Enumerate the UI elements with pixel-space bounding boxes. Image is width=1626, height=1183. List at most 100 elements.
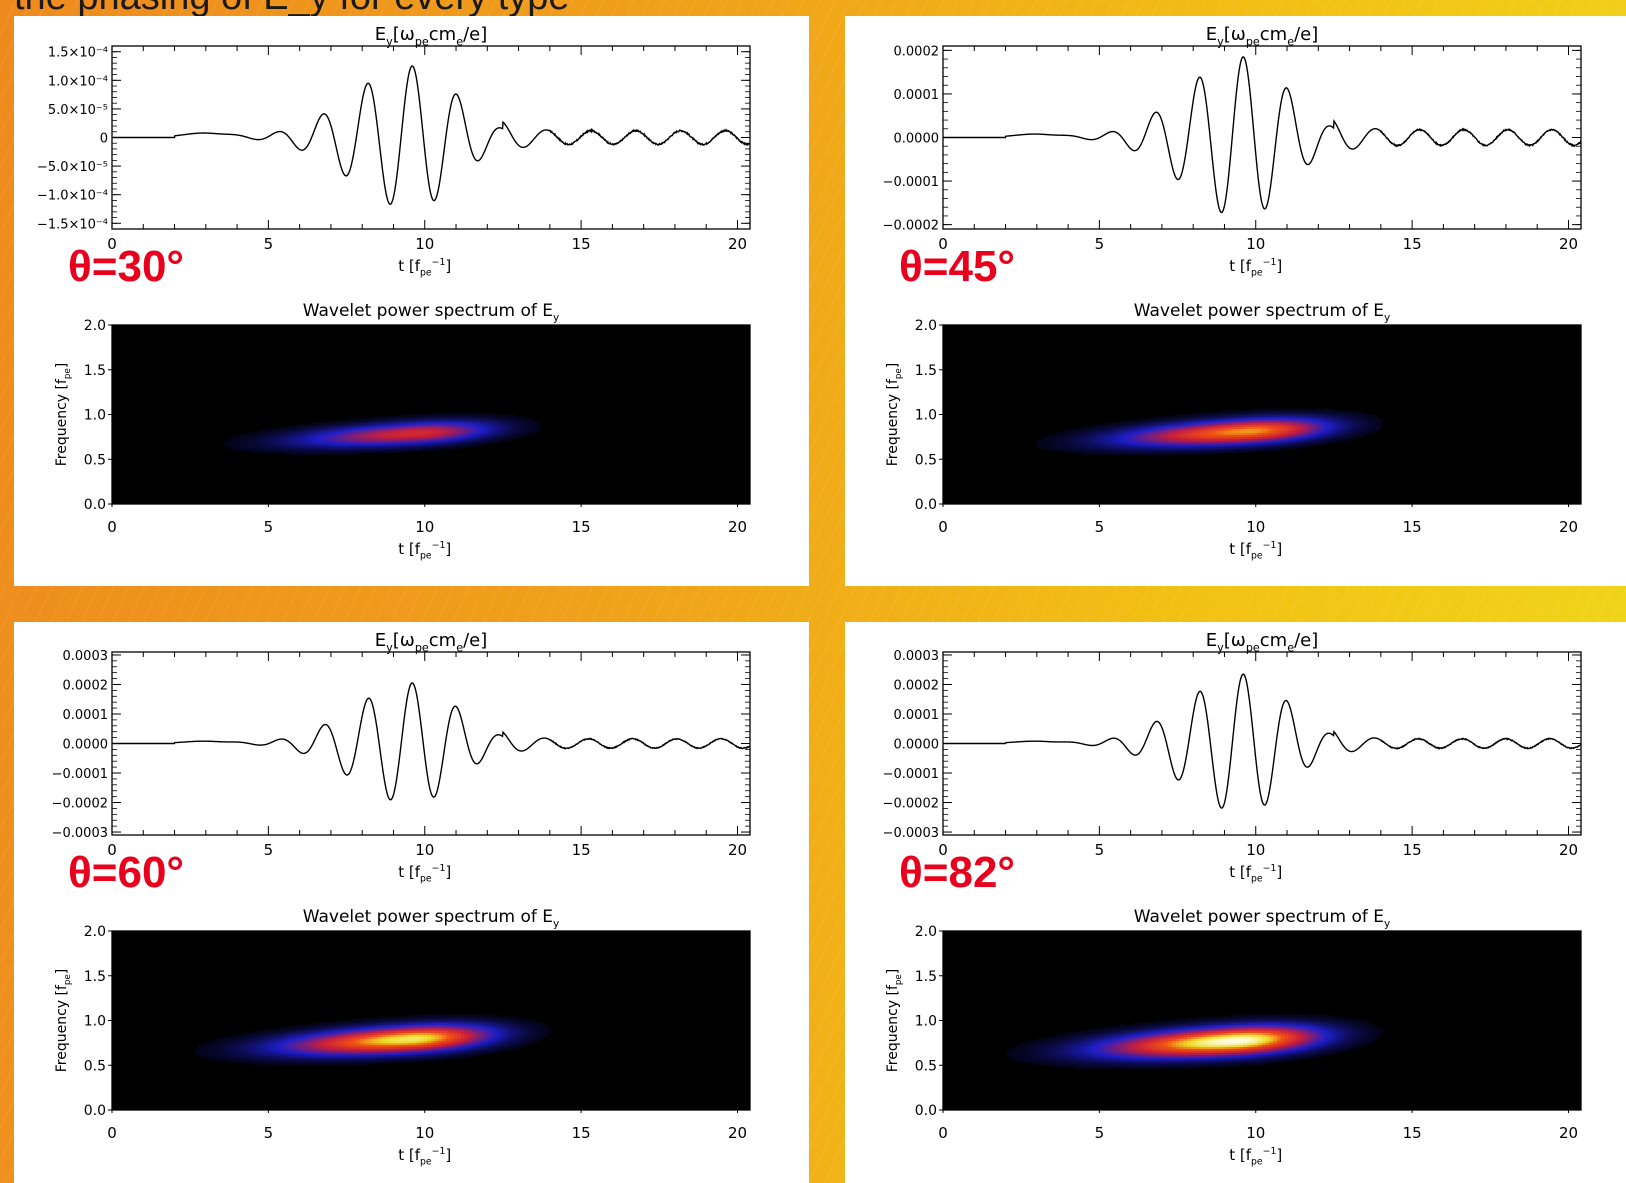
wavelet-cell xyxy=(427,1046,432,1049)
wavelet-cell xyxy=(1224,422,1229,426)
wavelet-cell xyxy=(378,1028,383,1032)
wavelet-cell xyxy=(1310,408,1316,412)
wavelet-cell xyxy=(479,422,485,426)
wavelet-cell xyxy=(1179,418,1184,422)
wavelet-cell xyxy=(340,448,346,451)
wavelet-cell xyxy=(397,1034,402,1038)
wavelet-cell xyxy=(382,1016,387,1020)
wavelet-cell xyxy=(1333,438,1338,441)
wavelet-cell xyxy=(446,1032,451,1036)
wavelet-cell xyxy=(1310,430,1316,433)
wavelet-cell xyxy=(479,1052,485,1055)
wavelet-cell xyxy=(1333,422,1338,426)
wavelet-cell xyxy=(397,1044,402,1047)
wavelet-cell xyxy=(295,430,301,433)
wavelet-cell xyxy=(449,1040,455,1043)
wavelet-cell xyxy=(476,420,481,424)
wavelet-cell xyxy=(235,448,241,451)
wavelet-cell xyxy=(1310,440,1316,443)
wavelet-x-tick-label: 10 xyxy=(415,1124,434,1142)
wavelet-cell xyxy=(1243,450,1248,453)
wavelet-cell xyxy=(397,1052,402,1055)
wavelet-cell xyxy=(284,446,289,449)
wavelet-cell xyxy=(344,424,350,428)
wavelet-cell xyxy=(1096,450,1102,453)
wavelet-cell xyxy=(506,426,511,430)
wavelet-cell xyxy=(1040,442,1045,445)
wavelet-cell xyxy=(400,420,406,424)
wavelet-cell xyxy=(322,1040,327,1043)
wavelet-cell xyxy=(1216,450,1222,453)
wavelet-cell xyxy=(1126,422,1132,426)
wavelet-cell xyxy=(352,1036,357,1039)
wavelet-cell xyxy=(374,1050,380,1053)
wavelet-cell xyxy=(344,1034,350,1038)
wavelet-cell xyxy=(434,1058,440,1061)
wavelet-cell xyxy=(307,1050,312,1053)
wavelet-cell xyxy=(1209,440,1214,443)
wavelet-cell xyxy=(438,432,443,435)
wavelet-cell xyxy=(513,424,518,428)
wavelet-cell xyxy=(479,420,485,424)
ey-series-line xyxy=(112,682,751,801)
wavelet-cell xyxy=(502,1040,507,1043)
wavelet-cell xyxy=(292,430,297,433)
wavelet-y-tick-label: 0.0 xyxy=(84,497,106,513)
wavelet-cell xyxy=(1363,432,1368,435)
wavelet-cell xyxy=(1066,436,1072,439)
wavelet-cell xyxy=(449,442,455,445)
wavelet-cell xyxy=(1115,438,1120,441)
wavelet-cell xyxy=(277,448,282,451)
wavelet-cell xyxy=(1138,440,1143,443)
wavelet-cell xyxy=(1246,422,1252,426)
wavelet-cell xyxy=(1348,426,1353,430)
wavelet-cell xyxy=(284,1062,289,1065)
wavelet-cell xyxy=(1280,418,1286,422)
wavelet-cell xyxy=(472,1054,477,1057)
wavelet-cell xyxy=(517,1040,522,1043)
wavelet-cell xyxy=(329,1024,335,1028)
wavelet-cell xyxy=(1089,450,1094,453)
wavelet-cell xyxy=(367,430,372,433)
wavelet-cell xyxy=(491,436,496,439)
wavelet-cell xyxy=(400,1030,406,1034)
wavelet-cell xyxy=(295,438,301,441)
wavelet-cell xyxy=(213,1046,218,1049)
wavelet-cell xyxy=(1108,434,1113,437)
wavelet-cell xyxy=(1284,412,1289,416)
wavelet-cell xyxy=(494,1050,500,1053)
wavelet-cell xyxy=(295,424,301,428)
wavelet-cell xyxy=(382,1042,387,1045)
wavelet-cell xyxy=(370,446,376,449)
wavelet-cell xyxy=(427,448,432,451)
wavelet-cell xyxy=(408,1060,413,1063)
wavelet-cell xyxy=(400,1034,406,1038)
wavelet-cell xyxy=(1141,448,1147,451)
wavelet-cell xyxy=(344,428,350,432)
wavelet-cell xyxy=(472,1042,477,1045)
wavelet-cell xyxy=(247,1040,252,1043)
wavelet-cell xyxy=(1292,430,1297,433)
wavelet-cell xyxy=(483,442,488,445)
wavelet-cell xyxy=(1089,436,1094,439)
wavelet-cell xyxy=(431,1044,436,1047)
wavelet-cell xyxy=(521,1028,526,1032)
wavelet-y-tick-label: 0.0 xyxy=(915,497,937,513)
wavelet-cell xyxy=(1246,410,1252,414)
wavelet-cell xyxy=(1089,448,1094,451)
wavelet-cell xyxy=(468,422,473,426)
wavelet-cell xyxy=(434,1052,440,1055)
wavelet-cell xyxy=(423,1030,428,1034)
wavelet-cell xyxy=(314,448,320,451)
wavelet-cell xyxy=(1288,446,1293,449)
wavelet-cell xyxy=(1168,442,1173,445)
wavelet-cell xyxy=(476,432,481,435)
wavelet-cell xyxy=(265,446,271,449)
wavelet-cell xyxy=(419,1036,425,1039)
wavelet-cell xyxy=(363,428,368,432)
wavelet-cell xyxy=(1070,440,1075,443)
wavelet-cell xyxy=(329,420,335,424)
wavelet-cell xyxy=(502,1026,507,1030)
wavelet-cell xyxy=(1205,452,1211,455)
wavelet-cell xyxy=(1168,432,1173,435)
